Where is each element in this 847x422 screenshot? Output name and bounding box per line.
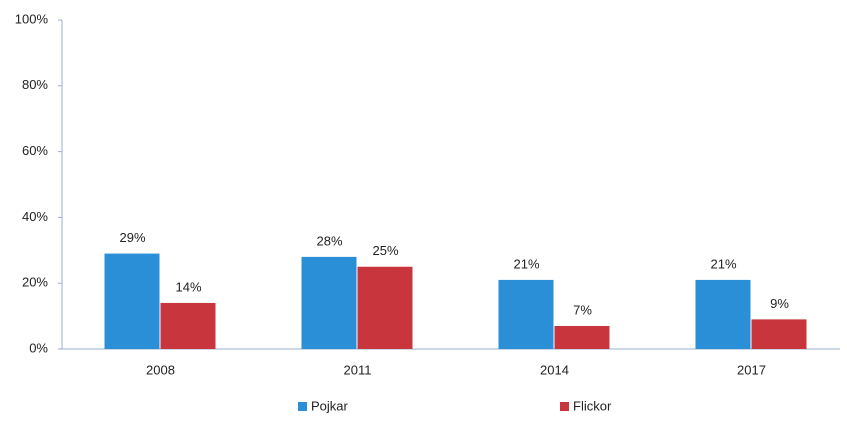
y-tick-label: 0% <box>29 340 48 355</box>
data-label: 25% <box>372 243 398 258</box>
data-label: 21% <box>513 256 539 271</box>
y-tick-label: 40% <box>22 209 48 224</box>
data-label: 21% <box>710 256 736 271</box>
y-tick-label: 100% <box>15 11 49 26</box>
bar <box>498 279 554 349</box>
bar <box>301 256 357 349</box>
x-tick-label: 2011 <box>344 362 372 377</box>
x-tick-label: 2008 <box>146 362 175 377</box>
data-label: 7% <box>573 302 592 317</box>
data-label: 29% <box>119 230 145 245</box>
bar <box>695 279 751 349</box>
bar <box>357 266 413 349</box>
bar <box>160 302 216 349</box>
legend-label: Pojkar <box>311 398 349 413</box>
data-label: 9% <box>770 296 789 311</box>
data-label: 14% <box>175 279 201 294</box>
y-tick-label: 60% <box>22 143 48 158</box>
bar <box>554 325 610 349</box>
data-label: 28% <box>316 233 342 248</box>
legend-swatch <box>560 402 569 411</box>
y-tick-label: 20% <box>22 275 48 290</box>
x-tick-label: 2014 <box>540 362 569 377</box>
legend-label: Flickor <box>573 398 612 413</box>
legend-swatch <box>298 402 307 411</box>
bar <box>104 253 160 349</box>
bar <box>751 319 807 349</box>
y-tick-label: 80% <box>22 77 48 92</box>
x-tick-label: 2017 <box>737 362 766 377</box>
